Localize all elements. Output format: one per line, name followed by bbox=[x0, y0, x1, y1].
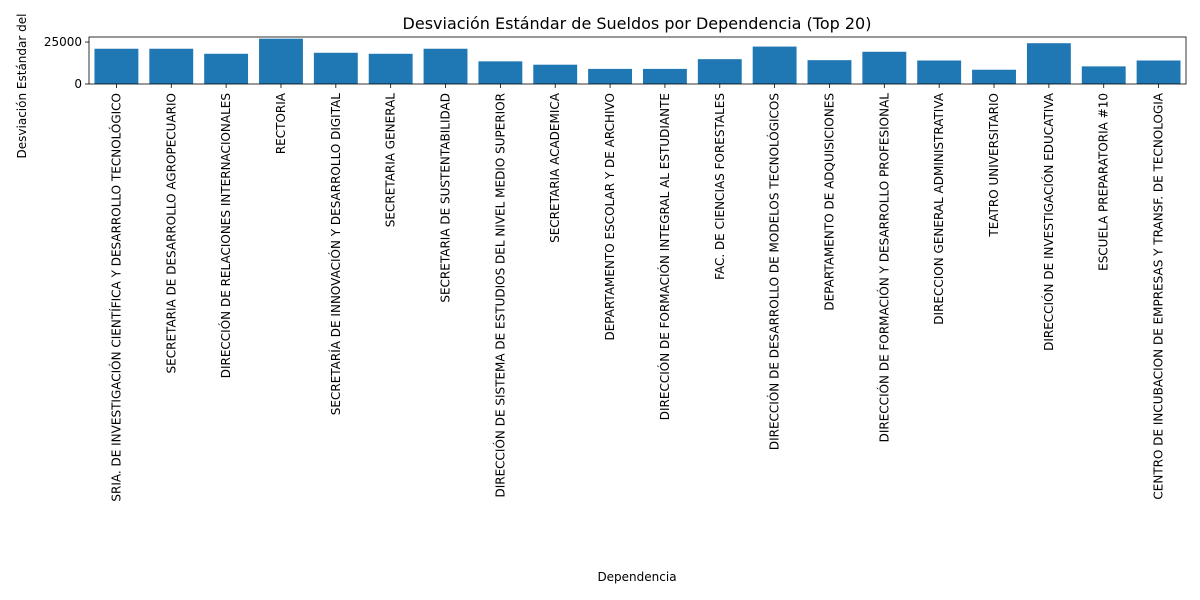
bar-2 bbox=[149, 48, 194, 84]
bar-19 bbox=[1081, 66, 1126, 84]
y-tick-label-1: 0 bbox=[74, 77, 82, 91]
bar-10 bbox=[588, 68, 633, 84]
bar-15 bbox=[862, 51, 907, 84]
x-tick-label-8: DIRECCIÓN DE SISTEMA DE ESTUDIOS DEL NIV… bbox=[492, 93, 507, 498]
bar-16 bbox=[917, 60, 962, 84]
bar-9 bbox=[533, 64, 578, 84]
x-tick-label-13: DIRECCIÓN DE DESARROLLO DE MODELOS TECNO… bbox=[767, 93, 782, 450]
bar-17 bbox=[972, 69, 1016, 84]
x-axis: SRIA. DE INVESTIGACIÓN CIENTÍFICA Y DESA… bbox=[108, 84, 1166, 502]
x-tick-label-14: DEPARTAMENTO DE ADQUISICIONES bbox=[822, 93, 836, 311]
x-tick-label-2: SECRETARIA DE DESARROLLO AGROPECUARIO bbox=[164, 93, 178, 373]
bar-1 bbox=[94, 48, 139, 84]
x-tick-label-19: ESCUELA PREPARATORIA #10 bbox=[1097, 93, 1111, 271]
bar-6 bbox=[368, 53, 413, 84]
x-tick-label-10: DEPARTAMENTO ESCOLAR Y DE ARCHIVO bbox=[603, 93, 617, 341]
y-axis: 0 25000 bbox=[44, 35, 89, 91]
x-tick-label-6: SECRETARIA GENERAL bbox=[384, 93, 398, 228]
bar-18 bbox=[1026, 43, 1071, 84]
plot-frame bbox=[88, 36, 1187, 85]
bar-7 bbox=[423, 48, 468, 84]
y-axis-title: Desviación Estándar del bbox=[15, 14, 29, 159]
x-tick-label-15: DIRECCIÓN DE FORMACIÓN Y DESARROLLO PROF… bbox=[876, 93, 891, 443]
bar-13 bbox=[752, 46, 797, 84]
x-tick-label-4: RECTORIA bbox=[274, 92, 288, 154]
x-tick-label-16: DIRECCION GENERAL ADMINISTRATIVA bbox=[932, 92, 946, 324]
x-tick-label-9: SECRETARIA ACADEMICA bbox=[548, 92, 562, 243]
bar-8 bbox=[478, 61, 523, 84]
bars-group bbox=[94, 38, 1181, 84]
x-tick-label-3: DIRECCIÓN DE RELACIONES INTERNACIONALES bbox=[218, 93, 233, 378]
x-tick-label-17: TEATRO UNIVERSITARIO bbox=[987, 93, 1001, 238]
bar-3 bbox=[204, 53, 249, 84]
x-axis-title: Dependencia bbox=[597, 570, 676, 584]
x-tick-label-11: DIRECCIÓN DE FORMACIÓN INTEGRAL AL ESTUD… bbox=[657, 93, 672, 420]
x-tick-label-20: CENTRO DE INCUBACION DE EMPRESAS Y TRANS… bbox=[1152, 92, 1166, 499]
bar-11 bbox=[642, 68, 687, 84]
bar-12 bbox=[697, 59, 742, 84]
x-tick-label-5: SECRETARÍA DE INNOVACIÓN Y DESARROLLO DI… bbox=[328, 93, 343, 416]
bar-20 bbox=[1136, 60, 1181, 84]
bar-4 bbox=[259, 38, 303, 84]
chart-title: Desviación Estándar de Sueldos por Depen… bbox=[403, 14, 872, 33]
x-tick-label-7: SECRETARIA DE SUSTENTABILIDAD bbox=[439, 93, 453, 303]
x-tick-label-18: DIRECCIÓN DE INVESTIGACIÓN EDUCATIVA bbox=[1041, 92, 1056, 351]
bar-5 bbox=[313, 52, 358, 84]
x-tick-label-12: FAC. DE CIENCIAS FORESTALES bbox=[713, 93, 727, 280]
bar-14 bbox=[807, 60, 852, 84]
y-tick-label-2: 25000 bbox=[44, 35, 82, 49]
x-tick-label-1: SRIA. DE INVESTIGACIÓN CIENTÍFICA Y DESA… bbox=[108, 93, 123, 502]
